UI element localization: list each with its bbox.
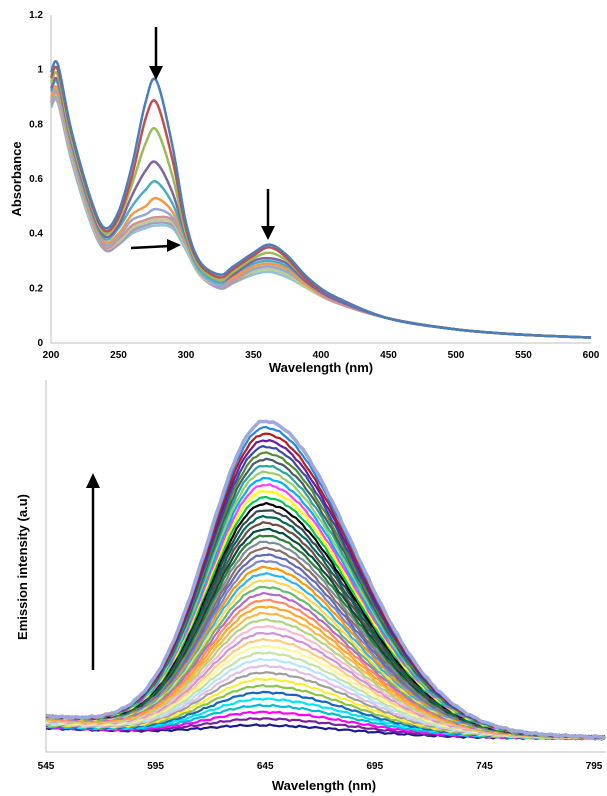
abs-y-axis-label: Absorbance — [9, 141, 24, 216]
abs-x-tick-label: 350 — [245, 350, 262, 361]
abs-x-tick-label: 300 — [178, 350, 195, 361]
abs-arrow-down-2 — [261, 189, 275, 240]
abs-y-tick-label: 0.2 — [29, 283, 43, 294]
emission-chart: 545 595 645 695 745 795 Wavelength (nm) Emiss… — [15, 380, 606, 793]
abs-y-tick-label: 1.2 — [29, 10, 43, 21]
abs-x-tick-label: 400 — [313, 350, 330, 361]
abs-x-tick-label: 200 — [43, 350, 60, 361]
abs-y-tick-label: 0.8 — [29, 119, 43, 130]
emi-x-tick-label: 645 — [257, 761, 274, 772]
emi-x-tick-label: 695 — [366, 761, 383, 772]
emi-arrow-up — [86, 473, 100, 670]
emi-x-tick-label: 595 — [147, 761, 164, 772]
abs-x-tick-label: 450 — [380, 350, 397, 361]
absorbance-chart: 200 250 300 350 400 450 500 550 600 0 0.2 0.4 0.6 0.8… — [9, 10, 600, 375]
abs-x-tick-label: 600 — [583, 350, 600, 361]
abs-tick-labels: 200 250 300 350 400 450 500 550 600 0 0.2 0.4 0.6 0.8… — [29, 10, 600, 361]
abs-x-tick-label: 550 — [515, 350, 532, 361]
emi-y-axis-label: Emission intensity (a.u) — [15, 494, 30, 640]
abs-y-tick-label: 1 — [37, 65, 43, 76]
emi-tick-labels: 545 595 645 695 745 795 — [38, 761, 603, 772]
emi-series-group — [45, 419, 606, 741]
abs-series-line — [49, 85, 592, 339]
abs-x-tick-label: 250 — [110, 350, 127, 361]
abs-series-line — [49, 60, 592, 339]
abs-y-tick-label: 0.4 — [29, 229, 43, 240]
abs-y-tick-label: 0 — [37, 338, 43, 349]
abs-x-axis-label: Wavelength (nm) — [269, 360, 373, 375]
abs-y-tick-label: 0.6 — [29, 174, 43, 185]
abs-series-group — [49, 60, 592, 339]
abs-x-tick-label: 500 — [448, 350, 465, 361]
emi-x-tick-label: 745 — [476, 761, 493, 772]
abs-arrow-right — [130, 239, 181, 252]
abs-series-line — [49, 95, 592, 339]
abs-arrow-down-1 — [149, 27, 163, 80]
emi-series-line — [45, 419, 606, 740]
emi-x-tick-label: 545 — [38, 761, 55, 772]
emi-x-axis-label: Wavelength (nm) — [272, 778, 376, 793]
abs-series-line — [49, 79, 592, 339]
emi-x-tick-label: 795 — [586, 761, 603, 772]
